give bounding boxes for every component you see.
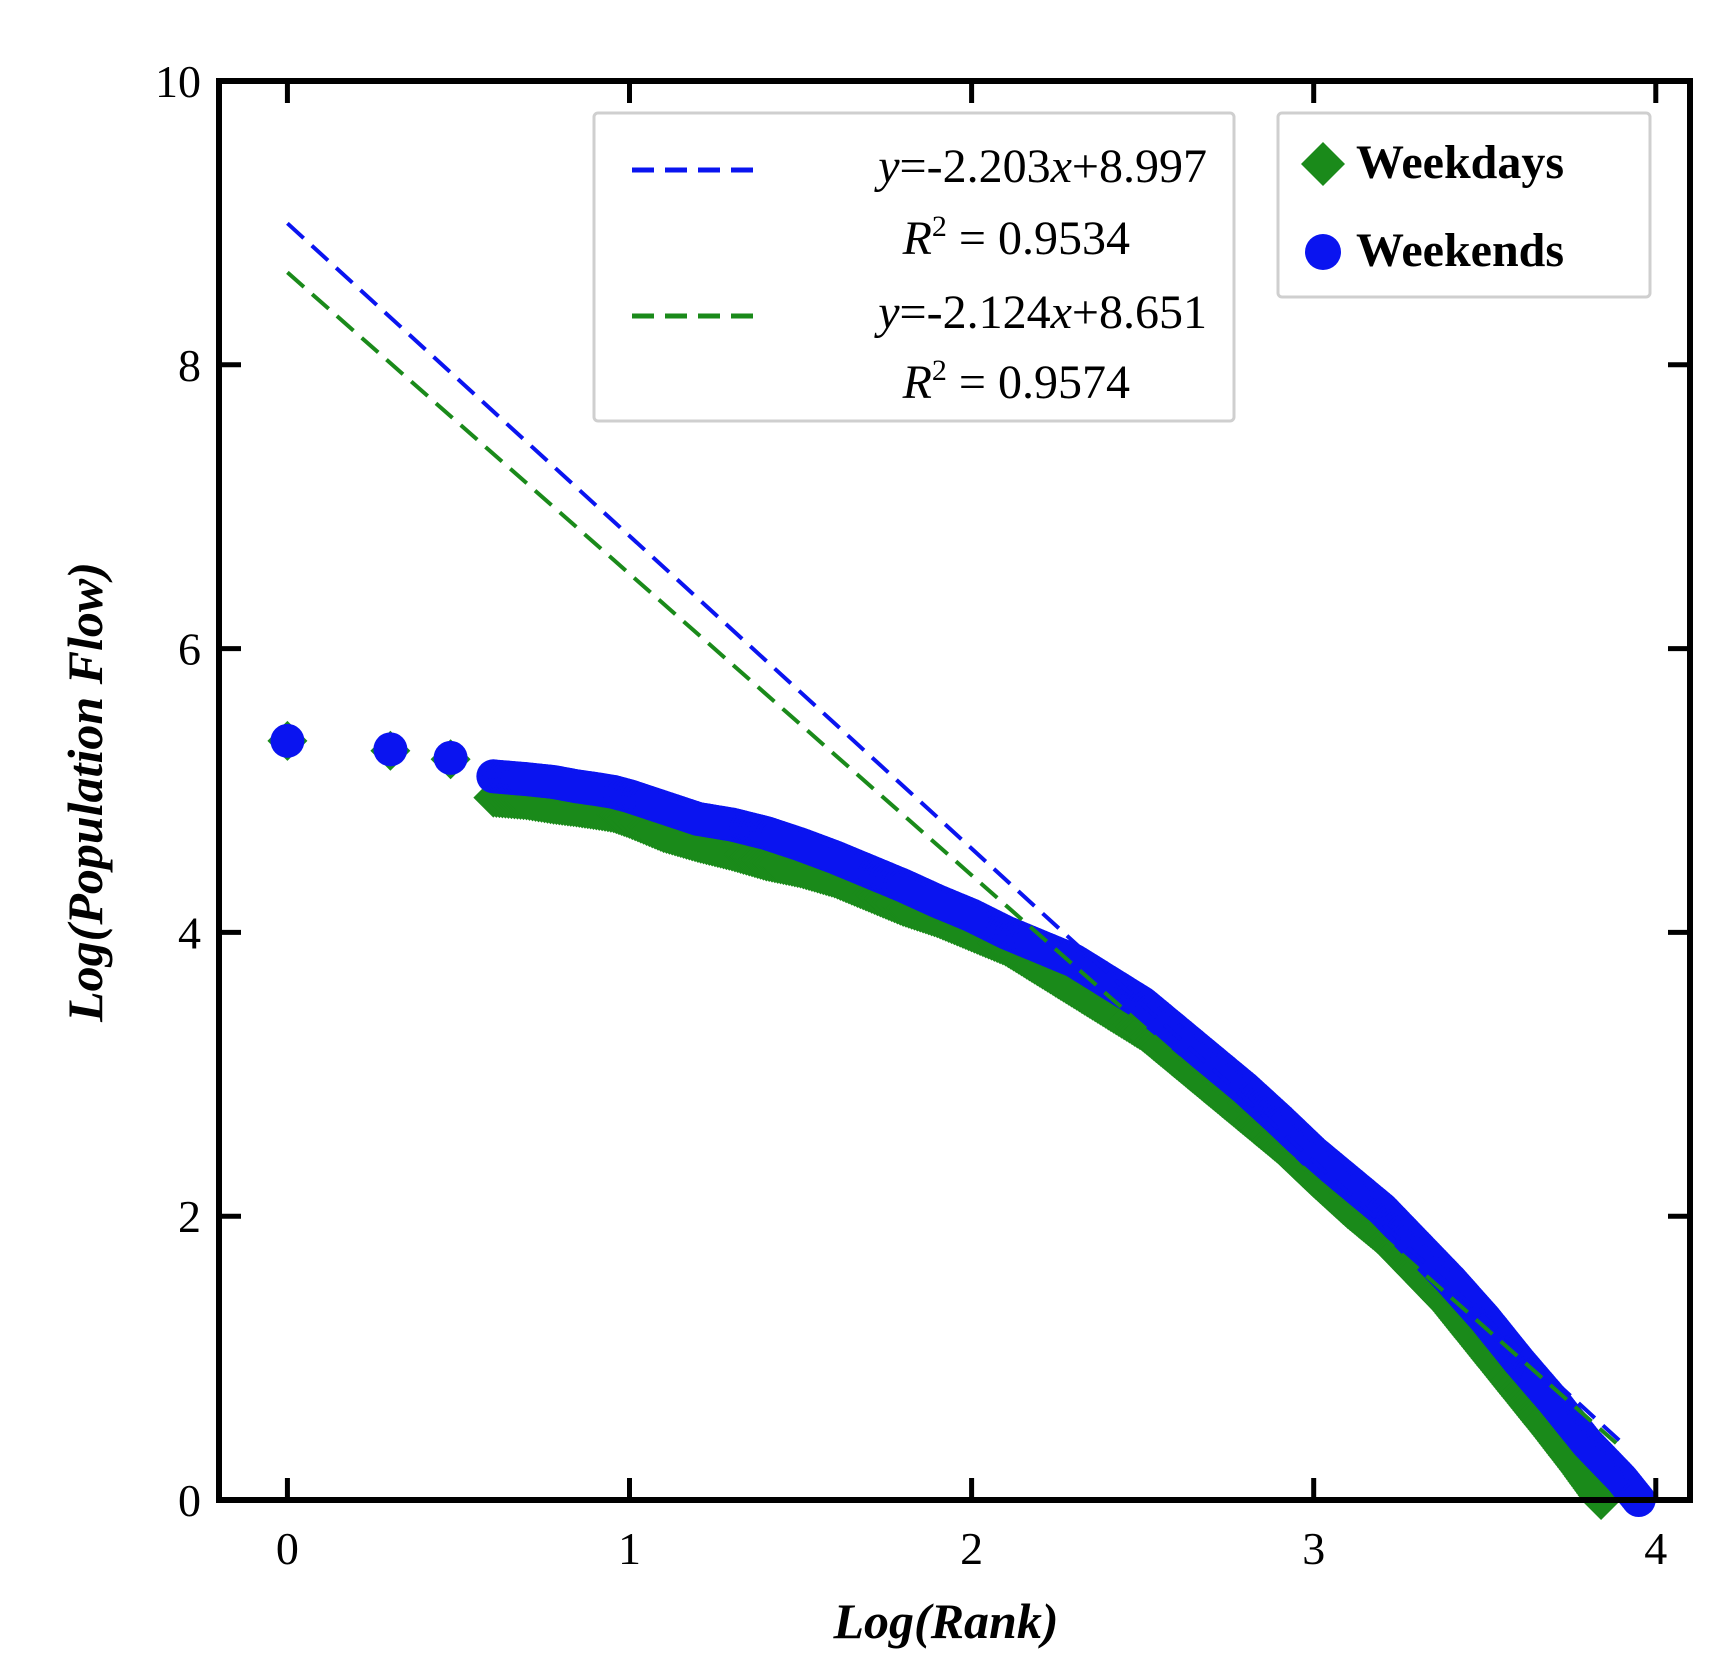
data-point-weekends xyxy=(433,740,468,775)
fit-r2-weekdays: R2 = 0.9574 xyxy=(902,354,1130,409)
x-tick-label: 2 xyxy=(960,1523,983,1574)
axes-frame xyxy=(216,78,1693,1503)
series-legend-box xyxy=(1276,111,1652,299)
y-tick-label: 10 xyxy=(155,56,201,107)
series-weekends xyxy=(270,723,1656,1517)
x-tick-label: 4 xyxy=(1644,1523,1667,1574)
data-points xyxy=(267,720,1656,1520)
x-tick-label: 1 xyxy=(618,1523,641,1574)
y-tick-label: 8 xyxy=(178,340,201,391)
y-tick-label: 2 xyxy=(178,1191,201,1242)
x-axis-title: Log(Rank) xyxy=(833,1593,1059,1649)
data-point-weekends xyxy=(270,723,305,758)
y-tick-label: 0 xyxy=(178,1475,201,1526)
fit-legend: y=-2.203x+8.997 R2 = 0.9534 y=-2.124x+8.… xyxy=(592,111,1236,423)
legend-weekends-label: Weekends xyxy=(1356,224,1564,277)
y-tick-label: 4 xyxy=(178,907,201,958)
legend-weekdays-marker xyxy=(1301,142,1345,186)
fit-equation-weekdays: y=-2.124x+8.651 xyxy=(873,286,1207,339)
series-legend: Weekdays Weekends xyxy=(1276,111,1652,299)
plot-frame xyxy=(216,78,1693,1503)
x-tick-label: 3 xyxy=(1302,1523,1325,1574)
fit-line xyxy=(286,221,1623,1444)
data-point-weekends xyxy=(373,732,408,767)
x-tick-label: 0 xyxy=(276,1523,299,1574)
y-axis-title: Log(Population Flow) xyxy=(57,562,113,1023)
fit-legend-box xyxy=(592,111,1236,423)
legend-weekends-marker xyxy=(1305,234,1341,270)
y-tick-label: 6 xyxy=(178,624,201,675)
series-weekdays xyxy=(267,720,1622,1520)
axis-ticks: 0 1 2 3 4 0 2 4 6 8 10 xyxy=(155,56,1690,1574)
fit-r2-weekends: R2 = 0.9534 xyxy=(902,210,1130,265)
legend-weekdays-label: Weekdays xyxy=(1356,136,1564,189)
fit-lines xyxy=(286,221,1623,1450)
fit-equation-weekends: y=-2.203x+8.997 xyxy=(873,140,1207,193)
